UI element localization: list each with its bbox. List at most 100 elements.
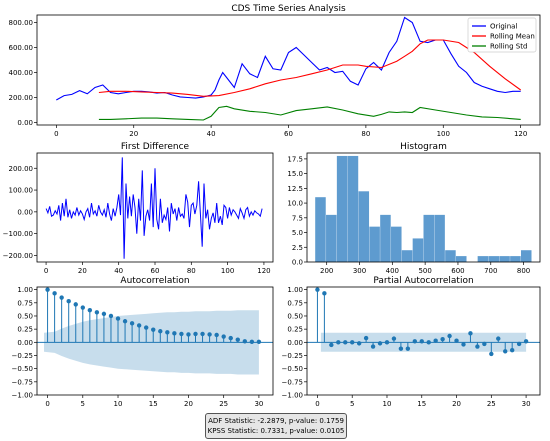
- y-tick-label: −0.25: [282, 352, 303, 360]
- histogram-bar: [315, 197, 326, 262]
- histogram-bar: [336, 155, 348, 262]
- plot-frame: [36, 152, 274, 263]
- stem-marker: [52, 291, 57, 296]
- stem-marker: [235, 337, 240, 342]
- histogram-bar: [477, 256, 489, 262]
- stem-marker: [45, 287, 50, 292]
- stem-marker: [343, 340, 348, 345]
- stem-marker: [122, 319, 128, 324]
- stem-marker: [322, 291, 327, 296]
- y-tick-label: −0.75: [282, 378, 303, 386]
- axes-1: First Difference 0 20 40 60 80 100 120 −200.00 −1…: [3, 142, 274, 275]
- stem-marker: [214, 332, 219, 338]
- y-tick-label: −1.00: [282, 392, 303, 400]
- y-tick-label: 100.00: [9, 187, 34, 195]
- stem-marker: [391, 336, 397, 341]
- x-tick-label: 30: [522, 400, 531, 408]
- stem-marker: [66, 299, 71, 304]
- stem-marker: [158, 329, 163, 334]
- stem-marker: [242, 339, 248, 344]
- stem-marker: [73, 302, 78, 307]
- chart-title: CDS Time Series Analysis: [231, 4, 346, 14]
- x-tick-label: 0: [44, 267, 48, 275]
- stem-marker: [200, 331, 205, 337]
- y-tick-label: −100.00: [3, 230, 33, 238]
- y-tick-label: 1.00: [17, 286, 33, 294]
- stem-marker: [489, 351, 494, 357]
- x-tick-label: 80: [187, 267, 196, 275]
- stem-marker: [151, 327, 156, 332]
- stem-marker: [228, 335, 233, 341]
- histogram-bar: [520, 250, 532, 262]
- stem-marker: [87, 307, 93, 313]
- stem-marker: [412, 339, 418, 344]
- histogram-bar: [488, 256, 500, 262]
- stem-marker: [503, 349, 508, 354]
- y-tick-label: 0.75: [17, 299, 33, 307]
- stem-marker: [94, 310, 100, 315]
- stem-marker: [115, 316, 121, 321]
- y-tick-label: −200.00: [3, 252, 33, 260]
- x-tick-label: 40: [207, 130, 216, 138]
- x-tick-label: 20: [452, 400, 461, 408]
- x-tick-label: 200: [320, 267, 333, 275]
- x-tick-label: 0: [54, 130, 58, 138]
- stem-marker: [370, 344, 376, 349]
- stem-marker: [108, 313, 114, 319]
- histogram-bar: [510, 256, 521, 262]
- x-tick-label: 60: [151, 267, 160, 275]
- histogram-bar: [380, 214, 391, 262]
- x-tick-label: 15: [149, 400, 158, 408]
- y-tick-label: 0.50: [17, 312, 33, 320]
- y-tick-label: 0.75: [287, 299, 303, 307]
- x-tick-label: 60: [284, 130, 293, 138]
- histogram-bar: [391, 226, 402, 262]
- stem-marker: [221, 334, 226, 339]
- stem-marker: [398, 346, 404, 351]
- x-tick-label: 0: [315, 400, 319, 408]
- y-tick-label: 10.0: [287, 200, 303, 208]
- y-tick-label: 200.00: [9, 94, 34, 102]
- x-tick-label: 800: [517, 267, 530, 275]
- stem-marker: [447, 333, 452, 339]
- y-tick-label: 0.25: [17, 326, 33, 334]
- stem-marker: [143, 325, 149, 330]
- stem-marker: [207, 332, 212, 337]
- x-tick-label: 20: [78, 267, 87, 275]
- chart-title: Autocorrelation: [120, 276, 189, 286]
- legend: Original Rolling Mean Rolling Std: [467, 17, 537, 53]
- x-tick-label: 400: [386, 267, 399, 275]
- histogram-bar: [401, 250, 413, 262]
- chart-title: First Difference: [121, 142, 190, 152]
- stem-marker: [426, 340, 431, 345]
- x-tick-label: 25: [487, 400, 496, 408]
- stem-marker: [419, 339, 424, 344]
- stem-marker: [172, 331, 177, 336]
- y-tick-label: 0.25: [287, 326, 303, 334]
- histogram-bar: [369, 226, 380, 262]
- stem-marker: [440, 336, 445, 342]
- x-tick-label: 600: [451, 267, 464, 275]
- series-line-first-difference: [45, 157, 263, 259]
- histogram-bar: [499, 256, 510, 262]
- x-tick-label: 300: [353, 267, 366, 275]
- x-tick-label: 20: [129, 130, 138, 138]
- y-tick-label: −0.75: [12, 378, 33, 386]
- plot-frame: [306, 152, 541, 263]
- histogram-bar: [445, 250, 456, 262]
- stem-marker: [384, 340, 390, 345]
- axes-2: Histogram 200 300 400 500 600 700 800 0.0 2.5 5.0 7…: [287, 142, 541, 275]
- y-tick-label: −0.50: [12, 365, 33, 373]
- legend-label: Rolling Std: [490, 43, 527, 51]
- x-tick-label: 10: [114, 400, 123, 408]
- y-tick-label: 15.0: [287, 170, 303, 178]
- stem-marker: [405, 346, 411, 351]
- legend-label: Original: [490, 23, 517, 31]
- stem-marker: [461, 342, 466, 347]
- stem-marker: [329, 342, 334, 348]
- histogram-bar: [326, 214, 337, 262]
- stem-marker: [193, 331, 198, 337]
- stem-marker: [482, 341, 487, 347]
- x-tick-label: 20: [184, 400, 193, 408]
- stem-marker: [433, 338, 438, 343]
